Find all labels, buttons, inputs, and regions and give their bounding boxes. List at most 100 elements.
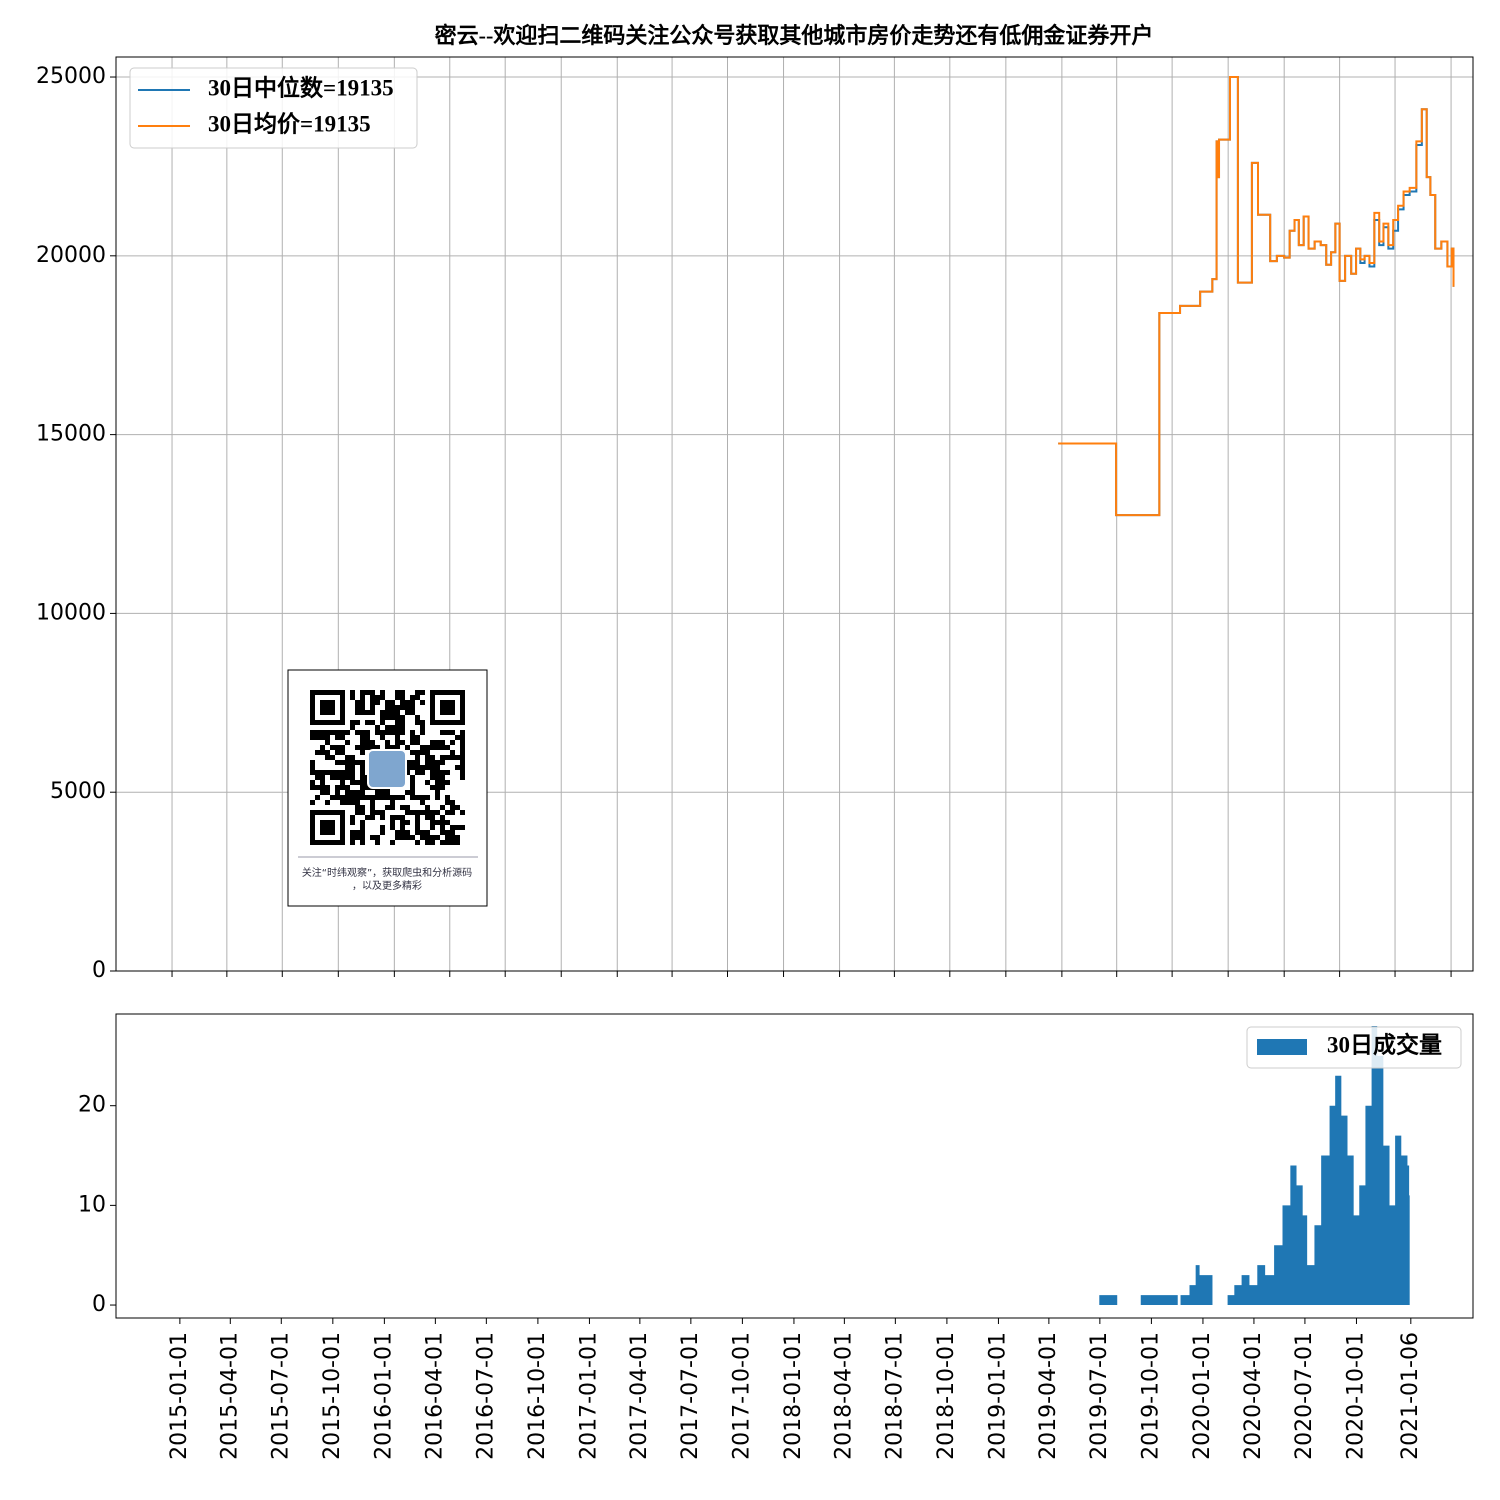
- qr-cell: [350, 725, 355, 730]
- qr-cell: [390, 730, 395, 735]
- y-tick-label: 15000: [36, 422, 106, 447]
- qr-cell: [320, 750, 325, 755]
- x-tick-label: 2020-01-01: [1190, 1332, 1215, 1460]
- y-tick-label: 25000: [36, 64, 106, 89]
- qr-cell: [435, 820, 440, 825]
- qr-cell: [330, 730, 335, 735]
- x-tick-label: 2015-04-01: [217, 1332, 242, 1460]
- qr-cell: [320, 780, 325, 785]
- qr-cell: [375, 725, 380, 730]
- qr-cell: [400, 725, 405, 730]
- qr-cell: [410, 730, 415, 735]
- qr-cell: [380, 795, 385, 800]
- qr-cell: [415, 765, 420, 770]
- qr-cell: [360, 695, 365, 700]
- qr-cell: [405, 705, 410, 710]
- qr-caption-line: ，以及更多精彩: [352, 879, 422, 892]
- qr-cell: [460, 740, 465, 745]
- qr-cell: [395, 720, 400, 725]
- qr-cell: [310, 800, 315, 805]
- x-tick-label: 2016-01-01: [371, 1332, 396, 1460]
- qr-cell: [405, 760, 410, 765]
- qr-finder: [310, 690, 345, 725]
- qr-cell: [420, 700, 425, 705]
- qr-cell: [345, 755, 350, 760]
- qr-cell: [460, 775, 465, 780]
- qr-cell: [435, 765, 440, 770]
- qr-finder-core: [320, 820, 335, 835]
- qr-cell: [460, 730, 465, 735]
- qr-cell: [340, 775, 345, 780]
- qr-cell: [400, 740, 405, 745]
- qr-cell: [430, 820, 435, 825]
- qr-cell: [395, 725, 400, 730]
- qr-cell: [430, 810, 435, 815]
- qr-cell: [360, 830, 365, 835]
- qr-cell: [380, 790, 385, 795]
- qr-cell: [380, 715, 385, 720]
- qr-cell: [405, 770, 410, 775]
- qr-cell: [410, 700, 415, 705]
- qr-cell: [360, 730, 365, 735]
- qr-cell: [415, 720, 420, 725]
- qr-cell: [415, 825, 420, 830]
- qr-cell: [370, 700, 375, 705]
- qr-cell: [410, 795, 415, 800]
- qr-cell: [360, 780, 365, 785]
- qr-cell: [350, 690, 355, 695]
- qr-cell: [395, 690, 400, 695]
- qr-cell: [400, 730, 405, 735]
- qr-cell: [360, 705, 365, 710]
- qr-cell: [310, 780, 315, 785]
- qr-cell: [380, 690, 385, 695]
- qr-cell: [405, 805, 410, 810]
- qr-cell: [445, 820, 450, 825]
- qr-cell: [360, 770, 365, 775]
- qr-cell: [370, 720, 375, 725]
- qr-cell: [410, 735, 415, 740]
- qr-cell: [425, 765, 430, 770]
- qr-cell: [360, 750, 365, 755]
- qr-cell: [410, 765, 415, 770]
- qr-cell: [410, 710, 415, 715]
- qr-avatar: [367, 749, 407, 789]
- qr-cell: [380, 735, 385, 740]
- qr-cell: [410, 810, 415, 815]
- qr-cell: [390, 825, 395, 830]
- qr-cell: [320, 730, 325, 735]
- qr-cell: [435, 745, 440, 750]
- qr-cell: [430, 760, 435, 765]
- qr-cell: [385, 790, 390, 795]
- qr-cell: [400, 815, 405, 820]
- qr-cell: [310, 765, 315, 770]
- qr-cell: [335, 760, 340, 765]
- qr-code: 关注“时纬观察”，获取爬虫和分析源码，以及更多精彩: [287, 669, 488, 907]
- legend-patch: [1257, 1039, 1307, 1055]
- x-tick-label: 2015-01-01: [167, 1332, 192, 1460]
- qr-cell: [415, 715, 420, 720]
- qr-cell: [320, 785, 325, 790]
- qr-cell: [415, 840, 420, 845]
- qr-cell: [445, 835, 450, 840]
- qr-cell: [430, 775, 435, 780]
- qr-cell: [450, 800, 455, 805]
- qr-cell: [450, 830, 455, 835]
- qr-cell: [435, 740, 440, 745]
- x-tick-label: 2015-10-01: [320, 1332, 345, 1460]
- qr-cell: [420, 765, 425, 770]
- qr-cell: [445, 795, 450, 800]
- qr-finder-core: [320, 700, 335, 715]
- qr-cell: [415, 690, 420, 695]
- qr-cell: [355, 805, 360, 810]
- qr-cell: [365, 740, 370, 745]
- qr-cell: [385, 700, 390, 705]
- qr-cell: [445, 830, 450, 835]
- qr-cell: [425, 805, 430, 810]
- qr-cell: [415, 830, 420, 835]
- qr-cell: [320, 775, 325, 780]
- x-tick-label: 2019-01-01: [985, 1332, 1010, 1460]
- qr-cell: [370, 690, 375, 695]
- y-tick-label: 5000: [50, 779, 106, 804]
- line-series: [1058, 76, 1455, 517]
- qr-cell: [400, 825, 405, 830]
